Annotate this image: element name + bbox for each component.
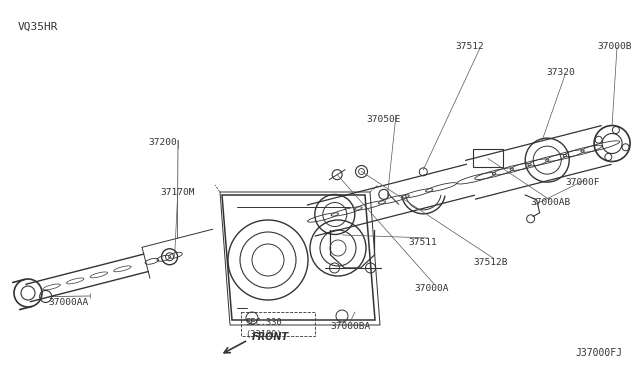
Text: 37512B: 37512B <box>473 258 508 267</box>
Text: 37320: 37320 <box>546 68 575 77</box>
Text: SEC.330: SEC.330 <box>245 318 282 327</box>
Text: J37000FJ: J37000FJ <box>575 348 622 358</box>
Text: 37000A: 37000A <box>414 284 449 293</box>
Text: 37512: 37512 <box>455 42 484 51</box>
Text: 37511: 37511 <box>408 238 436 247</box>
Text: 37200: 37200 <box>148 138 177 147</box>
Text: FRONT: FRONT <box>252 332 289 342</box>
Text: 37000B: 37000B <box>597 42 632 51</box>
Text: (33100): (33100) <box>245 330 282 339</box>
Text: 37000BA: 37000BA <box>330 322 371 331</box>
Text: 37000AB: 37000AB <box>530 198 570 207</box>
Text: 37050E: 37050E <box>366 115 401 124</box>
Text: 37000AA: 37000AA <box>48 298 88 307</box>
Text: VQ35HR: VQ35HR <box>18 22 58 32</box>
Text: 37000F: 37000F <box>565 178 600 187</box>
Text: 37170M: 37170M <box>160 188 195 197</box>
